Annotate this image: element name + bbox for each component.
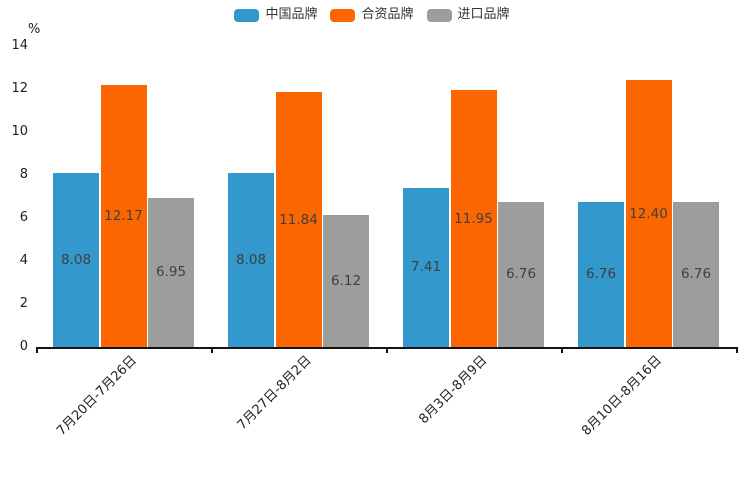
bar-s1-c3[interactable] xyxy=(625,80,672,347)
legend-label: 合资品牌 xyxy=(361,7,414,22)
x-axis-tick xyxy=(211,347,213,353)
bar-s0-c3[interactable] xyxy=(578,201,624,347)
y-axis-tick-label: 6 xyxy=(19,210,28,225)
bar-s1-c2[interactable] xyxy=(450,90,497,347)
bar-value-label: 7.41 xyxy=(410,259,442,276)
bar-value-label: 8.08 xyxy=(60,252,92,269)
y-axis-tick-label: 4 xyxy=(19,253,28,268)
y-axis-tick-label: 14 xyxy=(11,38,28,53)
x-axis-label: 8月10日-8月16日 xyxy=(579,353,666,439)
y-axis-tick-label: 8 xyxy=(19,167,28,182)
y-axis-unit-label: % xyxy=(28,22,41,37)
bar-value-label: 6.12 xyxy=(330,273,362,290)
x-axis-tick xyxy=(36,347,38,353)
x-axis-label: 7月20日-7月26日 xyxy=(54,353,141,439)
legend-swatch-icon xyxy=(330,8,356,22)
y-axis-tick-label: 0 xyxy=(19,339,28,354)
bar-s2-c1[interactable] xyxy=(323,215,369,347)
legend-item-0[interactable]: 中国品牌 xyxy=(234,8,317,22)
x-axis-tick xyxy=(386,347,388,353)
legend-label: 中国品牌 xyxy=(265,7,318,22)
bar-s1-c0[interactable] xyxy=(100,85,147,347)
legend-label: 进口品牌 xyxy=(457,7,510,22)
bar-s0-c0[interactable] xyxy=(53,173,99,347)
bar-s2-c3[interactable] xyxy=(673,201,719,347)
bar-s0-c1[interactable] xyxy=(228,173,274,347)
x-axis-tick xyxy=(736,347,738,353)
bar-value-label: 12.17 xyxy=(104,208,143,225)
bar-s0-c2[interactable] xyxy=(403,187,449,347)
x-axis-label: 7月27日-8月2日 xyxy=(235,353,316,433)
bar-value-label: 11.95 xyxy=(454,210,493,227)
y-axis-tick-label: 10 xyxy=(11,124,28,139)
bar-s2-c0[interactable] xyxy=(148,197,194,347)
bar-value-label: 8.08 xyxy=(235,252,267,269)
legend-swatch-icon xyxy=(426,8,452,22)
y-axis-tick-label: 12 xyxy=(11,81,28,96)
bar-s1-c1[interactable] xyxy=(275,92,322,347)
legend-item-1[interactable]: 合资品牌 xyxy=(330,7,414,22)
x-axis-label: 8月3日-8月9日 xyxy=(416,353,491,428)
bar-value-label: 6.76 xyxy=(680,266,712,283)
bar-value-label: 6.76 xyxy=(505,266,537,283)
y-axis-tick-label: 2 xyxy=(19,296,28,311)
bar-value-label: 11.84 xyxy=(279,211,318,228)
legend: 中国品牌 合资品牌 进口品牌 xyxy=(0,8,744,22)
x-axis-tick xyxy=(561,347,563,353)
bar-value-label: 6.76 xyxy=(585,266,617,283)
legend-swatch-icon xyxy=(234,8,260,22)
bar-value-label: 12.40 xyxy=(629,205,668,222)
bar-value-label: 6.95 xyxy=(155,264,187,281)
legend-item-2[interactable]: 进口品牌 xyxy=(426,7,510,22)
bar-s2-c2[interactable] xyxy=(498,201,544,347)
